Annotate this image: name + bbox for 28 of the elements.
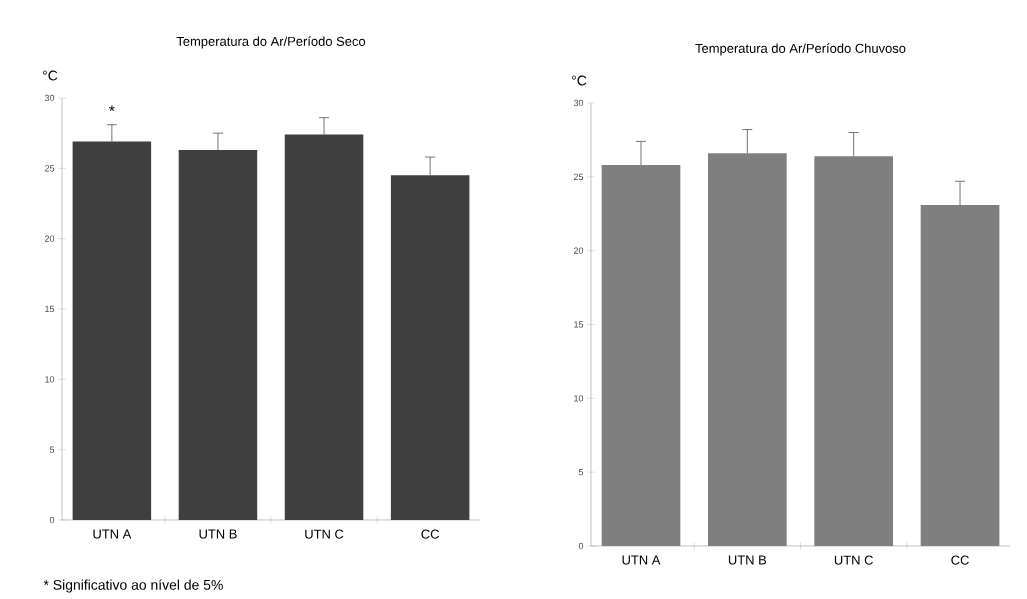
y-tick-label: 10 (574, 395, 584, 402)
y-tick-label: 15 (45, 305, 55, 313)
x-tick-label: UTN C (305, 529, 344, 539)
x-tick-label: UTN B (199, 529, 237, 539)
y-tick-label: 25 (573, 173, 584, 180)
y-tick-label: 5 (578, 469, 584, 476)
y-tick-label: 15 (574, 321, 584, 328)
y-tick-label: 25 (44, 165, 55, 172)
y-tick-label: 20 (44, 235, 55, 242)
y-tick-label: 5 (49, 446, 55, 453)
x-tick-label: CC (951, 555, 969, 565)
x-tick-label: UTN B (728, 555, 767, 565)
y-tick-label: 30 (573, 99, 584, 107)
x-tick-label: UTN A (622, 555, 661, 565)
text: * Significativo ao nível de 5% (43, 579, 223, 593)
y-tick-label: 0 (578, 542, 584, 550)
y-tick-label: 0 (49, 516, 55, 524)
chart-title: Temperatura do Ar/Período Seco (176, 36, 366, 49)
y-tick-label: 20 (573, 247, 584, 254)
x-tick-label: UTN C (834, 555, 873, 565)
y-tick-label: 10 (45, 376, 55, 383)
x-tick-label: CC (421, 529, 440, 539)
y-axis-title: °C (572, 75, 587, 86)
chart-title: Temperatura do Ar/Período Chuvoso (695, 43, 906, 56)
annotation: * (109, 105, 115, 112)
y-axis-title: °C (43, 70, 58, 81)
y-tick-label: 30 (44, 94, 55, 102)
x-tick-label: UTN A (93, 529, 132, 539)
